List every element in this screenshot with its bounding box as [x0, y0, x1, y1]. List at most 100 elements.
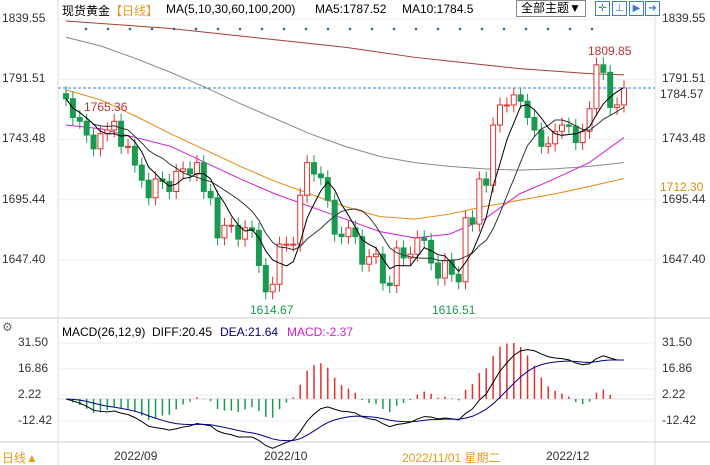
ma30-line: [65, 124, 625, 239]
ma5-line: [65, 87, 625, 273]
macd-tick-right: 16.86: [662, 361, 693, 375]
ma200-line: [65, 20, 625, 76]
candle-body: [207, 190, 214, 199]
candle-body: [131, 145, 138, 166]
ma100-line: [65, 36, 625, 171]
candle-body: [469, 217, 476, 225]
macd-value: MACD:-2.37: [287, 325, 354, 339]
ma-label: MA(5,10,30,60,100,200): [166, 2, 296, 16]
candle-body: [497, 104, 503, 126]
macd-tick-right: 2.22: [662, 387, 686, 401]
ma5-value: MA5:1787.52: [315, 2, 387, 16]
candle-body: [579, 130, 586, 144]
dea-line: [65, 359, 625, 442]
instrument-title: 现货黄金: [62, 4, 111, 18]
signal-dot: [524, 27, 528, 31]
price-tick-right: 1839.55: [662, 11, 706, 25]
zoom-out-icon[interactable]: ▶: [629, 1, 644, 16]
settings-icon[interactable]: ⚙: [2, 320, 13, 334]
candle-body: [503, 104, 510, 107]
macd-tick-right: -12.42: [662, 413, 697, 427]
candle-body: [338, 233, 345, 238]
signal-dot: [194, 27, 198, 31]
signal-dot: [590, 27, 594, 31]
crosshair-icon[interactable]: ✛: [595, 1, 610, 16]
candle-body: [490, 124, 497, 186]
candle-body: [173, 170, 180, 192]
signal-dot: [348, 27, 352, 31]
candle-body: [76, 117, 83, 122]
macd-dea: DEA:21.64: [220, 325, 279, 339]
signal-dot: [216, 27, 220, 31]
candle-body: [290, 243, 297, 246]
candle-body: [317, 173, 324, 179]
candle-body: [359, 236, 366, 265]
high-annotation: 1765.36: [84, 100, 128, 114]
candle-body: [400, 247, 407, 259]
candle-body: [297, 194, 304, 245]
signal-dot: [304, 27, 308, 31]
candle-body: [83, 120, 90, 136]
price-tick-right: 1791.51: [662, 71, 706, 86]
macd-tick-left: 31.50: [18, 335, 49, 349]
high-annotation: 1809.85: [588, 44, 632, 58]
signal-dot: [84, 27, 88, 31]
macd-label: MACD(26,12,9): [62, 325, 146, 339]
zoom-in-icon[interactable]: ⊥: [612, 1, 627, 16]
candle-body: [552, 130, 559, 145]
candle-body: [441, 259, 448, 279]
macd-tick-left: 2.22: [18, 387, 42, 401]
candle-body: [517, 94, 524, 102]
candle-body: [414, 237, 421, 255]
candle-body: [386, 282, 393, 287]
candle-body: [421, 237, 428, 241]
candle-body: [455, 273, 462, 283]
scroll-right-icon[interactable]: ➔: [645, 1, 660, 16]
candle-body: [600, 64, 607, 73]
candle-body: [531, 117, 538, 131]
candle-body: [614, 104, 621, 108]
candle-body: [621, 87, 627, 106]
period-toggle[interactable]: 日线▲: [2, 451, 38, 465]
theme-button[interactable]: 全部主题▼: [516, 0, 586, 17]
date-label: 2022/09: [114, 449, 158, 463]
signal-dot: [172, 27, 176, 31]
signal-dot: [260, 27, 264, 31]
signal-dot: [150, 27, 154, 31]
candle-body: [90, 134, 97, 150]
candle-body: [565, 124, 572, 127]
candle-body: [586, 108, 593, 132]
candle-body: [283, 243, 290, 246]
signal-dot: [106, 27, 110, 31]
signal-dot: [436, 27, 440, 31]
candle-body: [125, 145, 131, 148]
signal-dot: [480, 27, 484, 31]
price-tick-left: 1791.51: [2, 71, 46, 86]
price-tick-left: 1695.44: [2, 191, 46, 206]
signal-dot: [282, 27, 286, 31]
signal-dot: [502, 27, 506, 31]
signal-dot: [326, 27, 330, 31]
candle-body: [345, 227, 352, 238]
candle-body: [331, 199, 338, 235]
candle-body: [118, 120, 125, 147]
candle-body: [545, 143, 552, 147]
candle-body: [462, 217, 469, 283]
candle-body: [538, 129, 545, 147]
candle-body: [593, 64, 600, 110]
date-label: 2022/12: [546, 449, 590, 463]
candle-body: [152, 178, 159, 199]
candle-body: [476, 178, 483, 225]
date-label: 2022/10: [264, 449, 308, 463]
candle-body: [559, 124, 565, 132]
candle-body: [352, 227, 359, 238]
low-annotation: 1614.67: [250, 303, 294, 317]
signal-dot: [238, 27, 242, 31]
macd-tick-right: 31.50: [662, 335, 693, 349]
candle-body: [311, 162, 317, 175]
candle-body: [145, 179, 152, 199]
candle-body: [262, 264, 269, 293]
candle-body: [235, 224, 242, 240]
